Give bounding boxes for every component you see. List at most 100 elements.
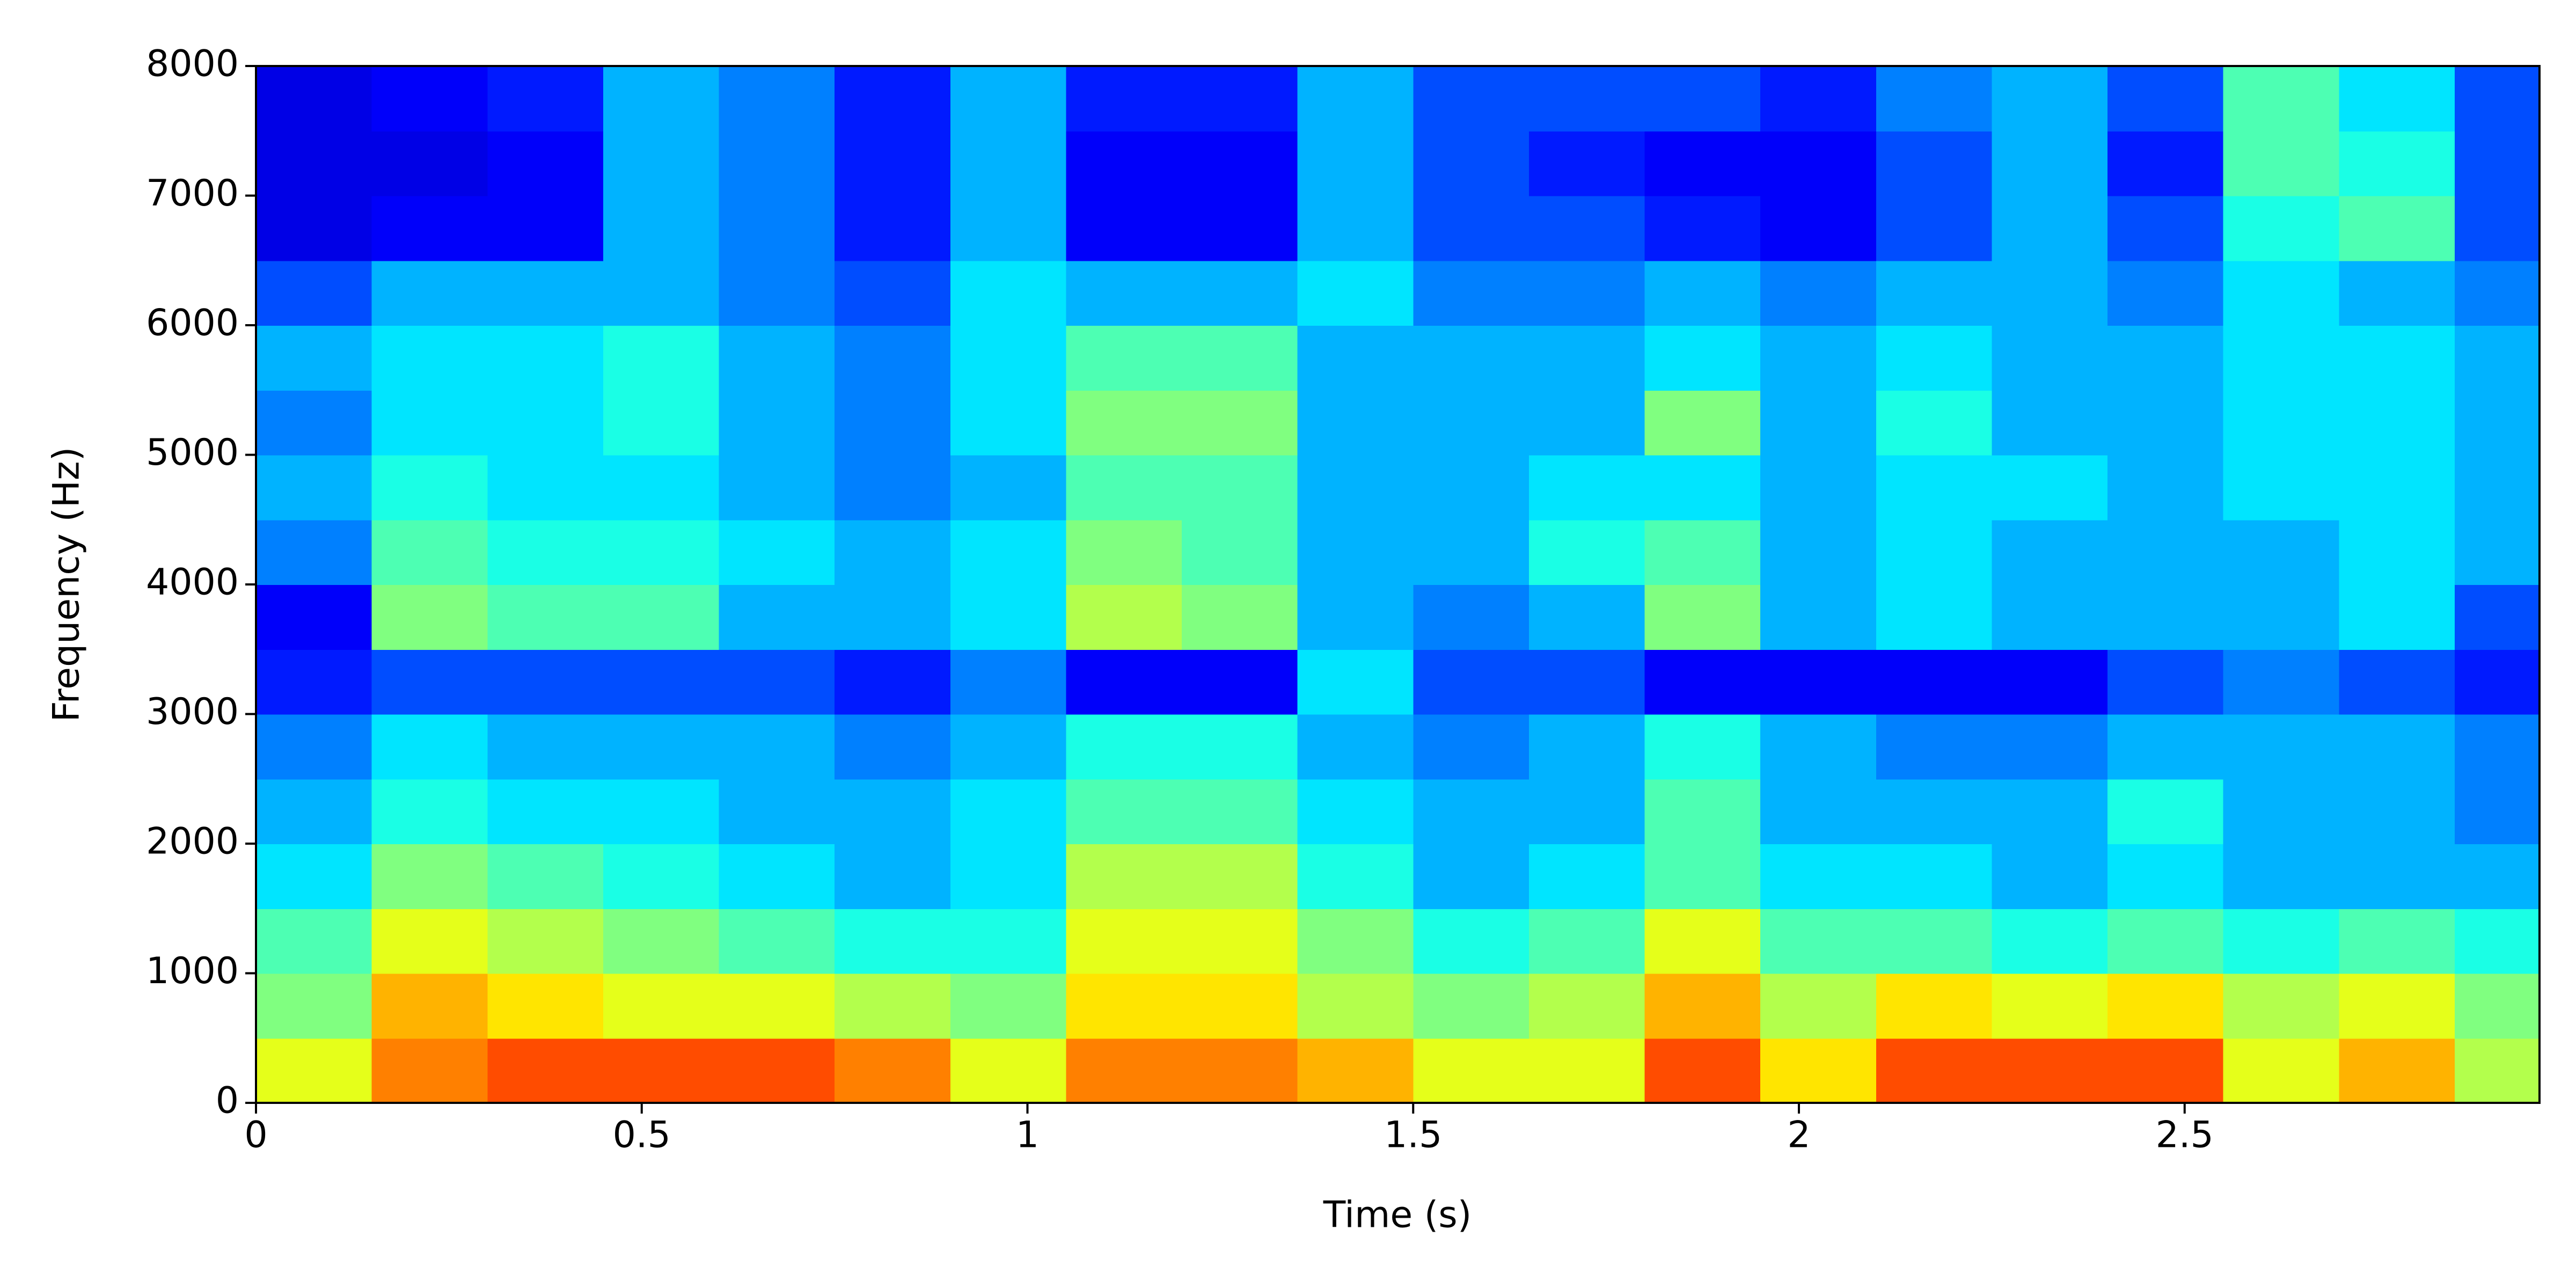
heatmap-cell	[487, 908, 604, 974]
heatmap-cell	[719, 130, 836, 196]
heatmap-cell	[1182, 714, 1298, 780]
heatmap-cell	[1297, 195, 1414, 261]
heatmap-cell	[2107, 973, 2224, 1039]
heatmap-cell	[2339, 844, 2455, 909]
heatmap-cell	[1876, 908, 1993, 974]
y-tick-label: 0	[216, 1080, 239, 1122]
heatmap-cell	[2107, 390, 2224, 456]
heatmap-cell	[835, 844, 951, 909]
heatmap-cell	[1413, 260, 1529, 326]
heatmap-cell	[487, 973, 604, 1039]
heatmap-cell	[603, 908, 720, 974]
heatmap-cell	[835, 195, 951, 261]
heatmap-cell	[2339, 390, 2455, 456]
heatmap-cell	[2454, 973, 2540, 1039]
heatmap-cell	[835, 779, 951, 844]
heatmap-cell	[2107, 584, 2224, 650]
heatmap-cell	[950, 584, 1067, 650]
heatmap-cell	[2107, 1038, 2224, 1103]
heatmap-cell	[835, 390, 951, 456]
heatmap-cell	[1644, 908, 1761, 974]
heatmap-cell	[487, 195, 604, 261]
heatmap-cell	[1876, 66, 1993, 131]
heatmap-cell	[603, 195, 720, 261]
heatmap-cell	[1876, 519, 1993, 585]
heatmap-cell	[2454, 1038, 2540, 1103]
heatmap-cell	[371, 844, 488, 909]
heatmap-cell	[1297, 844, 1414, 909]
heatmap-cell	[1644, 130, 1761, 196]
heatmap-cell	[603, 390, 720, 456]
heatmap-cell	[1760, 649, 1877, 715]
heatmap-cell	[835, 66, 951, 131]
heatmap-cell	[256, 649, 372, 715]
heatmap-cell	[2107, 455, 2224, 521]
heatmap-cell	[719, 779, 836, 844]
heatmap-cell	[1644, 325, 1761, 391]
heatmap-cell	[835, 973, 951, 1039]
heatmap-cell	[1182, 584, 1298, 650]
heatmap-cell	[371, 260, 488, 326]
heatmap-cell	[1876, 390, 1993, 456]
heatmap-cell	[2107, 519, 2224, 585]
heatmap-cell	[603, 973, 720, 1039]
heatmap-cell	[1066, 130, 1182, 196]
heatmap-cell	[2223, 844, 2340, 909]
heatmap-cell	[719, 908, 836, 974]
heatmap-cell	[487, 390, 604, 456]
heatmap-cell	[1876, 844, 1993, 909]
heatmap-cell	[256, 195, 372, 261]
heatmap-cell	[256, 260, 372, 326]
heatmap-cell	[1528, 66, 1645, 131]
heatmap-cell	[950, 973, 1067, 1039]
heatmap-cell	[256, 844, 372, 909]
heatmap-cell	[1528, 714, 1645, 780]
heatmap-cell	[950, 260, 1067, 326]
heatmap-cell	[1760, 66, 1877, 131]
heatmap-cell	[1760, 195, 1877, 261]
heatmap-cell	[1297, 584, 1414, 650]
heatmap-cell	[487, 130, 604, 196]
heatmap-cell	[1876, 973, 1993, 1039]
heatmap-cell	[487, 455, 604, 521]
heatmap-cell	[1066, 66, 1182, 131]
heatmap-cell	[256, 325, 372, 391]
heatmap-cell	[1644, 844, 1761, 909]
heatmap-cell	[2454, 519, 2540, 585]
x-tick-label: 2	[1787, 1114, 1810, 1157]
heatmap-cell	[1182, 779, 1298, 844]
heatmap-cell	[2223, 649, 2340, 715]
heatmap-cell	[835, 325, 951, 391]
heatmap-cell	[371, 195, 488, 261]
heatmap-cell	[1992, 519, 2108, 585]
heatmap-cell	[950, 455, 1067, 521]
heatmap-cell	[1528, 455, 1645, 521]
heatmap-cell	[1992, 973, 2108, 1039]
heatmap-cell	[256, 390, 372, 456]
heatmap-cell	[371, 1038, 488, 1103]
heatmap-cell	[2107, 844, 2224, 909]
heatmap-cell	[1413, 455, 1529, 521]
heatmap-cell	[1760, 260, 1877, 326]
y-tick-label: 2000	[146, 821, 239, 863]
heatmap-cell	[1644, 649, 1761, 715]
heatmap-cell	[2223, 519, 2340, 585]
heatmap-cell	[1760, 584, 1877, 650]
heatmap-cell	[1992, 130, 2108, 196]
heatmap-cell	[2339, 66, 2455, 131]
heatmap-cell	[835, 908, 951, 974]
heatmap-cell	[1413, 649, 1529, 715]
heatmap-cell	[487, 519, 604, 585]
heatmap-cell	[1297, 66, 1414, 131]
heatmap-cell	[487, 584, 604, 650]
heatmap-cell	[603, 1038, 720, 1103]
heatmap-cell	[1182, 844, 1298, 909]
heatmap-cell	[1760, 390, 1877, 456]
heatmap-cell	[2339, 455, 2455, 521]
heatmap-cell	[835, 1038, 951, 1103]
heatmap-cell	[1413, 973, 1529, 1039]
heatmap-cell	[1644, 973, 1761, 1039]
heatmap-cell	[603, 260, 720, 326]
heatmap-cell	[1297, 779, 1414, 844]
heatmap-cell	[371, 584, 488, 650]
